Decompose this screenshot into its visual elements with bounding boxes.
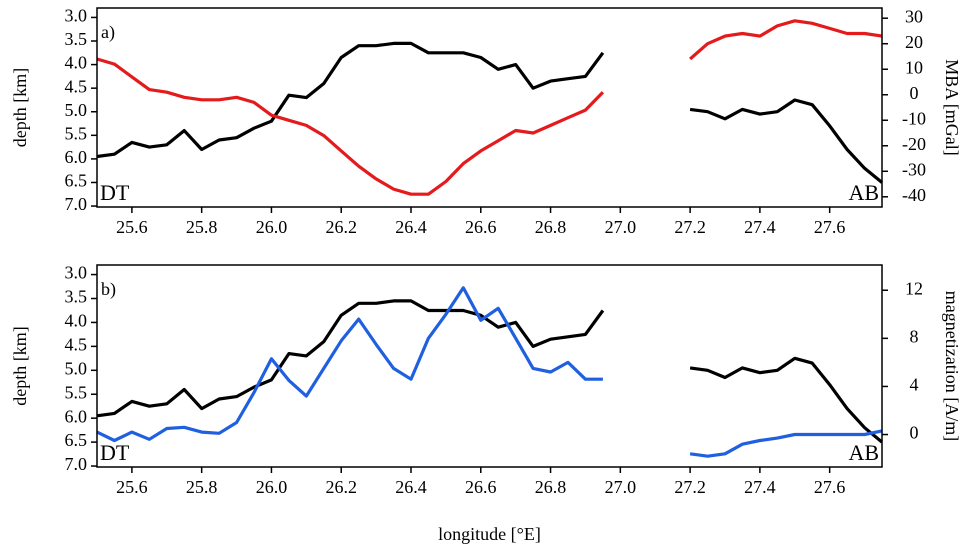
y-axis-label: depth [km] xyxy=(10,326,30,405)
y2-tick-label: 10 xyxy=(905,57,923,77)
data-line xyxy=(96,286,883,458)
y-tick-label: 5.0 xyxy=(65,358,88,378)
y2-tick-label: -10 xyxy=(902,108,926,128)
x-tick-label: 27.2 xyxy=(674,217,706,237)
x-tick-label: 26.0 xyxy=(256,477,288,497)
y-tick-label: 7.0 xyxy=(65,454,88,474)
y2-tick-label: 20 xyxy=(905,32,923,52)
x-tick-label: 25.8 xyxy=(186,217,218,237)
x-tick-label: 26.6 xyxy=(465,217,497,237)
annotation: DT xyxy=(100,440,130,465)
y-tick-label: 6.5 xyxy=(65,430,88,450)
y-tick-label: 6.0 xyxy=(65,147,88,167)
y-tick-label: 3.0 xyxy=(65,6,88,26)
data-line xyxy=(96,19,883,196)
data-line xyxy=(96,41,884,184)
annotation: DT xyxy=(100,180,130,205)
y-tick-label: 3.5 xyxy=(65,287,88,307)
x-tick-label: 27.0 xyxy=(605,217,637,237)
y-tick-label: 7.0 xyxy=(65,194,88,214)
x-tick-label: 25.8 xyxy=(186,477,218,497)
panel-label: a) xyxy=(101,22,115,43)
x-tick-label: 27.6 xyxy=(814,477,846,497)
y2-tick-label: 0 xyxy=(910,83,919,103)
y-tick-label: 4.5 xyxy=(65,76,88,96)
panel-label: b) xyxy=(101,279,116,300)
x-tick-label: 27.2 xyxy=(674,477,706,497)
y2-tick-label: 0 xyxy=(910,423,919,443)
y-tick-label: 5.5 xyxy=(65,123,88,143)
y-tick-label: 6.0 xyxy=(65,406,88,426)
y-tick-label: 3.0 xyxy=(65,263,88,283)
x-tick-label: 27.0 xyxy=(605,477,637,497)
y-axis-label: depth [km] xyxy=(10,68,30,147)
data-line xyxy=(96,299,884,444)
x-tick-label: 26.8 xyxy=(535,477,567,497)
y-tick-label: 4.5 xyxy=(65,334,88,354)
y2-tick-label: 4 xyxy=(910,375,919,395)
x-tick-label: 26.4 xyxy=(395,217,427,237)
y2-tick-label: -40 xyxy=(902,185,926,205)
x-tick-label: 27.4 xyxy=(744,477,776,497)
x-tick-label: 27.6 xyxy=(814,217,846,237)
y-tick-label: 5.5 xyxy=(65,382,88,402)
x-tick-label: 26.6 xyxy=(465,477,497,497)
x-tick-label: 26.2 xyxy=(325,217,357,237)
annotation: AB xyxy=(848,440,879,465)
y-tick-label: 4.0 xyxy=(65,311,88,331)
plot-frame xyxy=(96,264,883,468)
y-tick-label: 3.5 xyxy=(65,29,88,49)
x-tick-label: 26.4 xyxy=(395,477,427,497)
y2-axis-label: magnetization [A/m] xyxy=(942,291,962,441)
x-tick-label: 26.2 xyxy=(325,477,357,497)
y-tick-label: 4.0 xyxy=(65,53,88,73)
annotation: AB xyxy=(848,180,879,205)
x-axis-label: longitude [°E] xyxy=(438,524,541,544)
y2-axis-label: MBA [mGal] xyxy=(942,59,962,156)
x-tick-label: 26.0 xyxy=(256,217,288,237)
y2-tick-label: -20 xyxy=(902,134,926,154)
y-tick-label: 5.0 xyxy=(65,100,88,120)
plot-frame xyxy=(96,7,883,208)
y2-tick-label: 8 xyxy=(910,326,919,346)
y2-tick-label: 30 xyxy=(905,6,923,26)
x-tick-label: 25.6 xyxy=(116,477,148,497)
x-tick-label: 27.4 xyxy=(744,217,776,237)
x-tick-label: 25.6 xyxy=(116,217,148,237)
y-tick-label: 6.5 xyxy=(65,171,88,191)
y2-tick-label: -30 xyxy=(902,159,926,179)
y2-tick-label: 12 xyxy=(905,278,923,298)
x-tick-label: 26.8 xyxy=(535,217,567,237)
